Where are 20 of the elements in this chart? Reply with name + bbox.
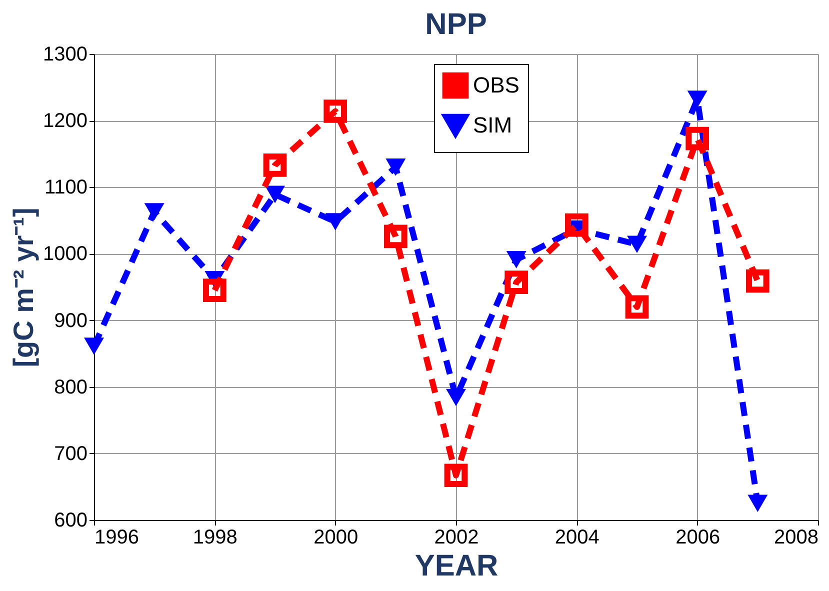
x-tick-label: 2008 (774, 526, 818, 548)
y-tick-label: 1000 (43, 243, 88, 266)
y-tick-label: 600 (54, 510, 88, 532)
y-axis-title: [gC m⁻² yr⁻¹] (8, 208, 40, 368)
legend-label: SIM (473, 112, 512, 138)
x-tick-label: 2002 (434, 526, 479, 548)
x-tick-label: 1996 (94, 526, 139, 548)
y-tick-label: 1200 (43, 110, 88, 132)
y-tick-label: 800 (54, 376, 88, 398)
x-tick-label: 1998 (192, 526, 238, 548)
chart-title: NPP (425, 8, 487, 41)
x-tick-label: 2004 (554, 526, 600, 548)
legend-label: OBS (473, 72, 520, 98)
x-tick-label: 2006 (676, 526, 720, 548)
x-axis-title: YEAR (414, 550, 499, 582)
y-tick-label: 900 (54, 310, 88, 332)
x-tick-label: 2000 (314, 526, 358, 548)
y-tick-label: 1100 (44, 176, 88, 199)
y-tick-label: 700 (54, 442, 88, 465)
y-tick-label: 1300 (43, 44, 88, 66)
